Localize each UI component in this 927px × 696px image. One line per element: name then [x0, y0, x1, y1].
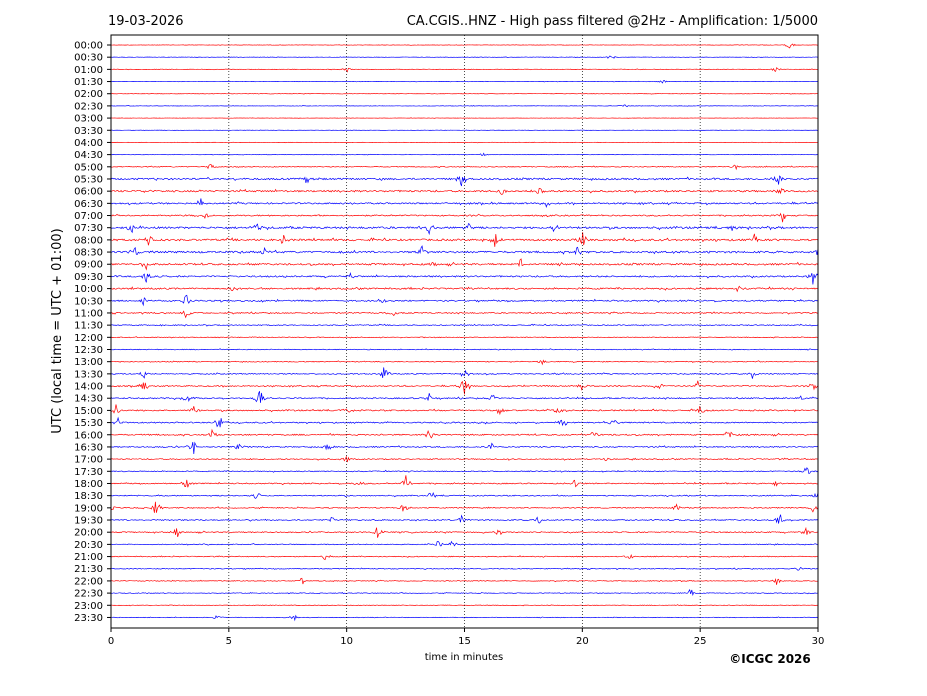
vertical-grid [228, 35, 701, 628]
trace-line [110, 285, 819, 293]
y-tick-label: 20:00 [74, 528, 103, 539]
y-tick-label: 18:00 [74, 479, 103, 490]
x-tick-label: 10 [340, 636, 353, 647]
y-tick-label: 16:00 [74, 430, 103, 441]
trace-line [110, 129, 819, 131]
y-tick-label: 01:30 [74, 77, 103, 88]
y-tick-label: 22:00 [74, 576, 103, 587]
y-tick-label: 09:30 [74, 272, 103, 283]
y-tick-label: 14:00 [74, 382, 103, 393]
trace-line [110, 175, 819, 187]
y-tick-label: 15:30 [74, 418, 103, 429]
y-tick-label: 03:00 [74, 114, 103, 125]
y-tick-label: 07:30 [74, 223, 103, 234]
y-tick-label: 00:30 [74, 53, 103, 64]
x-tick-label: 20 [576, 636, 589, 647]
y-tick-label: 19:30 [74, 516, 103, 527]
y-tick-label: 12:00 [74, 333, 103, 344]
trace-line [110, 245, 819, 256]
y-tick-label: 22:30 [74, 589, 103, 600]
trace-line [110, 93, 819, 95]
y-tick-label: 21:00 [74, 552, 103, 563]
trace-line [110, 348, 819, 351]
x-tick-labels: 0 5 10 15 20 25 30 [108, 628, 825, 647]
chart-title: CA.CGIS..HNZ - High pass filtered @2Hz -… [407, 14, 818, 29]
y-tick-label: 12:30 [74, 345, 103, 356]
trace-line [110, 198, 819, 208]
y-tick-label: 07:00 [74, 211, 103, 222]
trace-line [110, 80, 819, 84]
trace-line [110, 336, 819, 339]
x-axis-label: time in minutes [425, 652, 504, 663]
y-tick-label: 08:00 [74, 235, 103, 246]
trace-line [110, 553, 819, 561]
trace-line [110, 117, 819, 119]
y-tick-label: 04:00 [74, 138, 103, 149]
y-tick-label: 10:00 [74, 284, 103, 295]
trace-line [110, 540, 819, 547]
y-tick-label: 23:30 [74, 613, 103, 624]
trace-line [110, 455, 819, 463]
y-tick-label: 11:30 [74, 321, 103, 332]
x-tick-label: 0 [108, 636, 114, 647]
trace-line [110, 104, 819, 108]
x-tick-label: 15 [458, 636, 471, 647]
y-tick-label: 05:00 [74, 162, 103, 173]
y-tick-label: 01:00 [74, 65, 103, 76]
trace-line [110, 55, 819, 59]
y-tick-label: 23:00 [74, 601, 103, 612]
trace-line [110, 310, 819, 319]
trace-line [110, 323, 819, 327]
x-tick-label: 25 [694, 636, 707, 647]
x-tick-label: 30 [812, 636, 825, 647]
y-tick-label: 02:00 [74, 89, 103, 100]
trace-line [110, 566, 819, 571]
trace-line [110, 467, 819, 475]
y-tick-label: 13:00 [74, 357, 103, 368]
trace-line [110, 212, 819, 223]
y-tick-label: 17:30 [74, 467, 103, 478]
trace-line [110, 67, 819, 73]
y-tick-label: 21:30 [74, 564, 103, 575]
y-axis-label: UTC (local time = UTC + 01:00) [50, 228, 65, 433]
y-tick-label: 15:00 [74, 406, 103, 417]
y-tick-label: 20:30 [74, 540, 103, 551]
copyright-label: ©ICGC 2026 [729, 652, 811, 666]
trace-line [110, 164, 819, 171]
trace-line [110, 141, 819, 144]
trace-line [110, 152, 819, 157]
y-tick-label: 09:00 [74, 260, 103, 271]
trace-line [110, 359, 819, 366]
y-tick-label: 17:00 [74, 455, 103, 466]
y-tick-label: 06:30 [74, 199, 103, 210]
y-tick-label: 11:00 [74, 308, 103, 319]
y-tick-label: 08:30 [74, 248, 103, 259]
y-tick-label: 10:30 [74, 296, 103, 307]
trace-line [110, 526, 819, 538]
trace-line [110, 367, 819, 379]
y-tick-label: 05:30 [74, 174, 103, 185]
y-tick-label: 18:30 [74, 491, 103, 502]
trace-line [110, 501, 819, 513]
y-tick-label: 03:30 [74, 126, 103, 137]
trace-line [110, 492, 819, 499]
trace-line [110, 404, 819, 416]
y-tick-label: 00:00 [74, 41, 103, 52]
plot-frame [110, 34, 819, 629]
date-label: 19-03-2026 [108, 14, 184, 29]
y-tick-label: 13:30 [74, 369, 103, 380]
y-tick-label: 02:30 [74, 101, 103, 112]
y-tick-label: 16:30 [74, 442, 103, 453]
y-tick-label: 06:00 [74, 187, 103, 198]
trace-line [110, 294, 819, 307]
y-tick-label: 04:30 [74, 150, 103, 161]
x-tick-label: 5 [226, 636, 232, 647]
y-tick-label: 19:00 [74, 503, 103, 514]
trace-line [110, 222, 819, 236]
y-tick-label: 14:30 [74, 394, 103, 405]
